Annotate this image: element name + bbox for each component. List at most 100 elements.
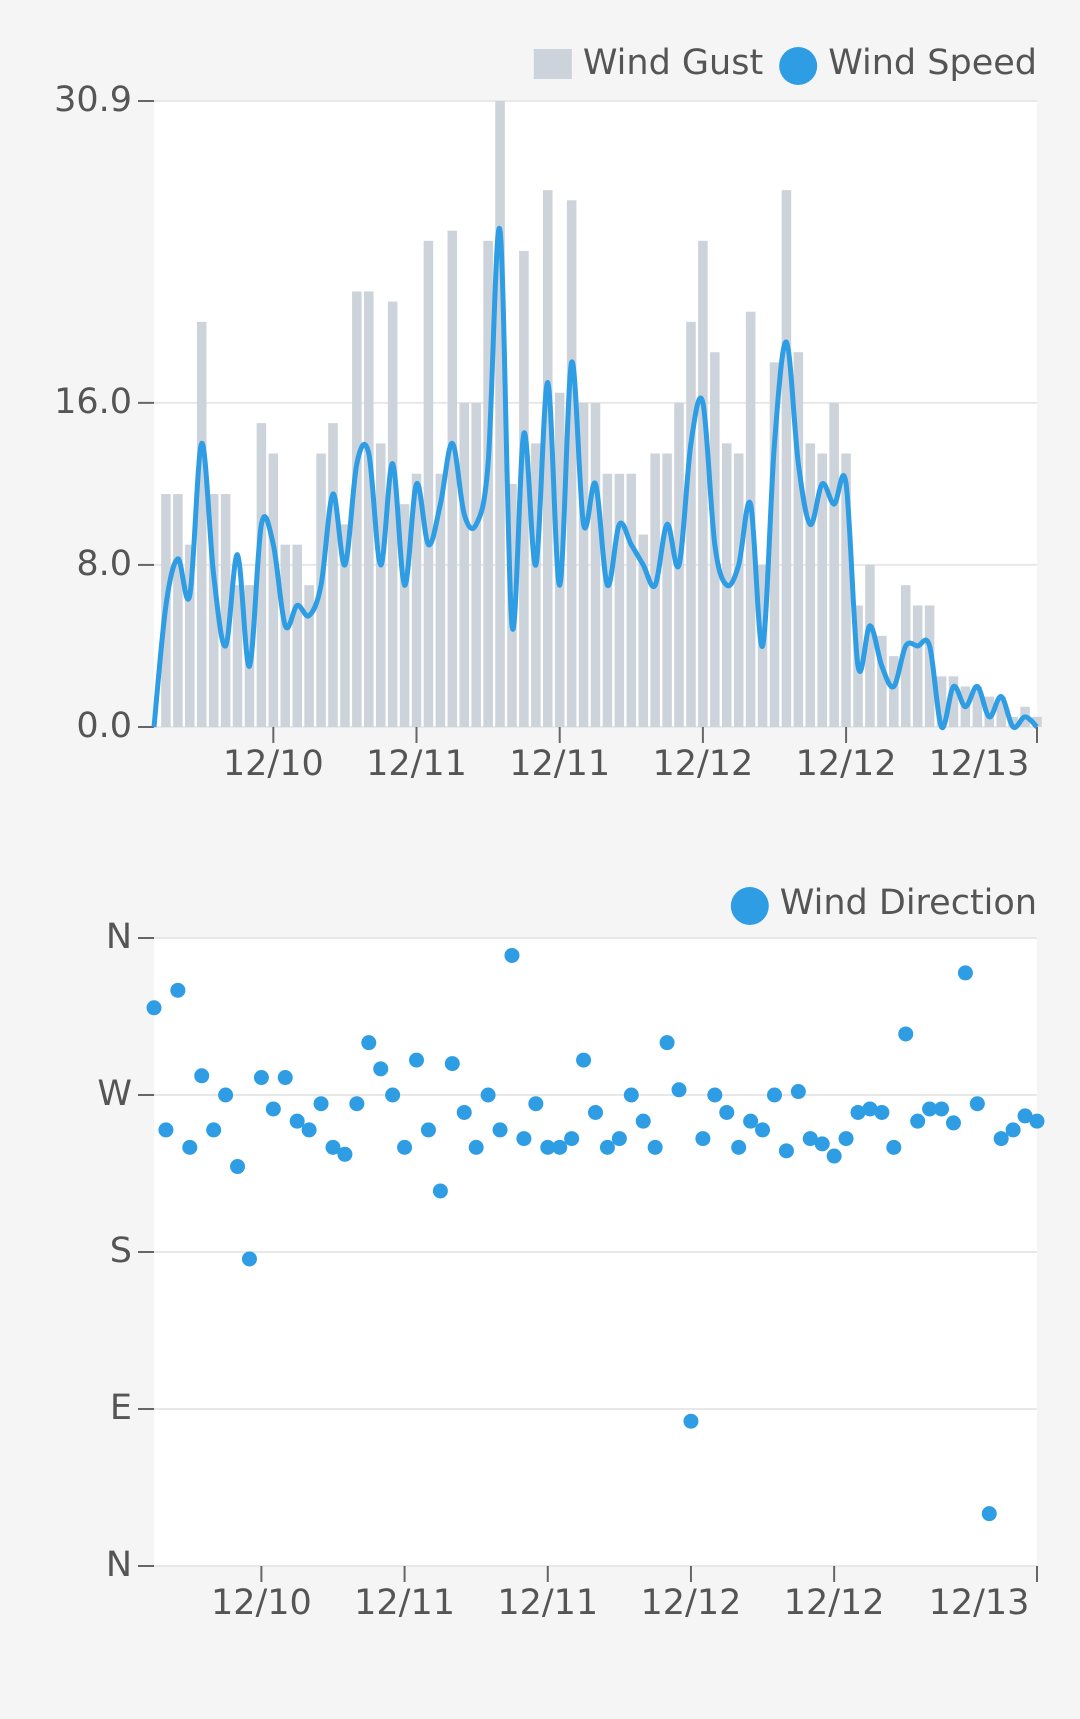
point bbox=[397, 1139, 413, 1155]
point bbox=[611, 1131, 627, 1147]
point bbox=[766, 1087, 782, 1103]
point bbox=[253, 1070, 269, 1086]
bar bbox=[948, 676, 959, 727]
bar bbox=[435, 473, 446, 727]
point bbox=[719, 1104, 735, 1120]
point bbox=[755, 1122, 771, 1138]
point bbox=[886, 1139, 902, 1155]
point bbox=[265, 1101, 281, 1117]
point bbox=[385, 1087, 401, 1103]
point bbox=[874, 1104, 890, 1120]
bar bbox=[865, 564, 875, 727]
point bbox=[743, 1113, 759, 1129]
point bbox=[241, 1251, 257, 1267]
x-tick-label: 12/10 bbox=[211, 1583, 312, 1623]
bar bbox=[817, 453, 827, 727]
bar bbox=[208, 494, 219, 727]
point bbox=[945, 1115, 961, 1131]
bar bbox=[626, 473, 637, 727]
point bbox=[516, 1131, 532, 1147]
bar bbox=[399, 504, 410, 727]
bar bbox=[638, 534, 649, 727]
y-tick-label: W bbox=[97, 1074, 132, 1114]
point bbox=[301, 1122, 317, 1138]
x-tick-label: 12/11 bbox=[497, 1583, 598, 1623]
bar bbox=[1032, 716, 1042, 727]
bar bbox=[733, 453, 744, 727]
legend-swatch bbox=[779, 47, 818, 85]
point bbox=[647, 1139, 663, 1155]
bar bbox=[578, 402, 589, 727]
point bbox=[337, 1146, 353, 1162]
point bbox=[707, 1087, 723, 1103]
point bbox=[409, 1052, 425, 1068]
point bbox=[432, 1183, 448, 1199]
y-tick-label: 0.0 bbox=[76, 706, 132, 746]
bar bbox=[614, 473, 625, 727]
bar bbox=[531, 443, 541, 727]
point bbox=[683, 1413, 699, 1429]
point bbox=[790, 1084, 806, 1100]
bar bbox=[471, 402, 481, 727]
y-tick-label: 8.0 bbox=[76, 544, 132, 584]
point bbox=[588, 1104, 603, 1120]
bar bbox=[542, 190, 553, 727]
bar bbox=[662, 453, 672, 727]
legend-label: Wind Speed bbox=[828, 43, 1037, 83]
point bbox=[599, 1139, 615, 1155]
legend-swatch bbox=[533, 49, 572, 79]
x-tick-label: 12/12 bbox=[652, 744, 753, 784]
x-tick-label: 12/13 bbox=[929, 1583, 1030, 1623]
bar bbox=[173, 494, 183, 727]
bar bbox=[781, 190, 792, 727]
point bbox=[528, 1096, 544, 1112]
y-tick-label: S bbox=[110, 1231, 132, 1271]
point bbox=[564, 1131, 580, 1147]
point bbox=[993, 1131, 1009, 1147]
bar bbox=[686, 321, 696, 727]
y-tick-label: N bbox=[106, 917, 132, 957]
point bbox=[922, 1101, 938, 1117]
bar bbox=[554, 392, 565, 727]
point bbox=[444, 1056, 460, 1072]
point bbox=[480, 1087, 496, 1103]
point bbox=[349, 1096, 365, 1112]
bar bbox=[328, 423, 338, 727]
point bbox=[552, 1139, 568, 1155]
point bbox=[1017, 1108, 1033, 1124]
point bbox=[862, 1101, 878, 1117]
point bbox=[695, 1131, 711, 1147]
x-tick-label: 12/11 bbox=[509, 744, 610, 784]
point bbox=[170, 982, 186, 998]
bar bbox=[805, 443, 816, 727]
bar bbox=[220, 494, 231, 727]
bar bbox=[304, 585, 314, 727]
bar bbox=[602, 473, 613, 727]
point bbox=[981, 1506, 997, 1522]
bar bbox=[256, 423, 267, 727]
point bbox=[218, 1087, 234, 1103]
bar bbox=[340, 524, 350, 727]
x-tick-label: 12/11 bbox=[354, 1583, 455, 1623]
line bbox=[151, 225, 1039, 731]
bar bbox=[841, 453, 851, 727]
bar bbox=[936, 676, 947, 727]
point bbox=[158, 1122, 174, 1138]
bar bbox=[984, 696, 995, 727]
point bbox=[826, 1148, 842, 1164]
point bbox=[289, 1113, 305, 1129]
bar bbox=[232, 585, 243, 727]
point bbox=[194, 1068, 210, 1084]
legend-label: Wind Direction bbox=[780, 883, 1037, 923]
bar bbox=[364, 291, 374, 727]
bar bbox=[411, 473, 422, 727]
point bbox=[814, 1136, 830, 1152]
bar bbox=[912, 605, 923, 727]
x-tick-label: 12/12 bbox=[796, 744, 897, 784]
bar bbox=[650, 453, 660, 727]
x-tick-label: 12/12 bbox=[784, 1583, 885, 1623]
bar bbox=[387, 301, 398, 727]
bar bbox=[900, 585, 911, 727]
bar bbox=[185, 544, 195, 727]
